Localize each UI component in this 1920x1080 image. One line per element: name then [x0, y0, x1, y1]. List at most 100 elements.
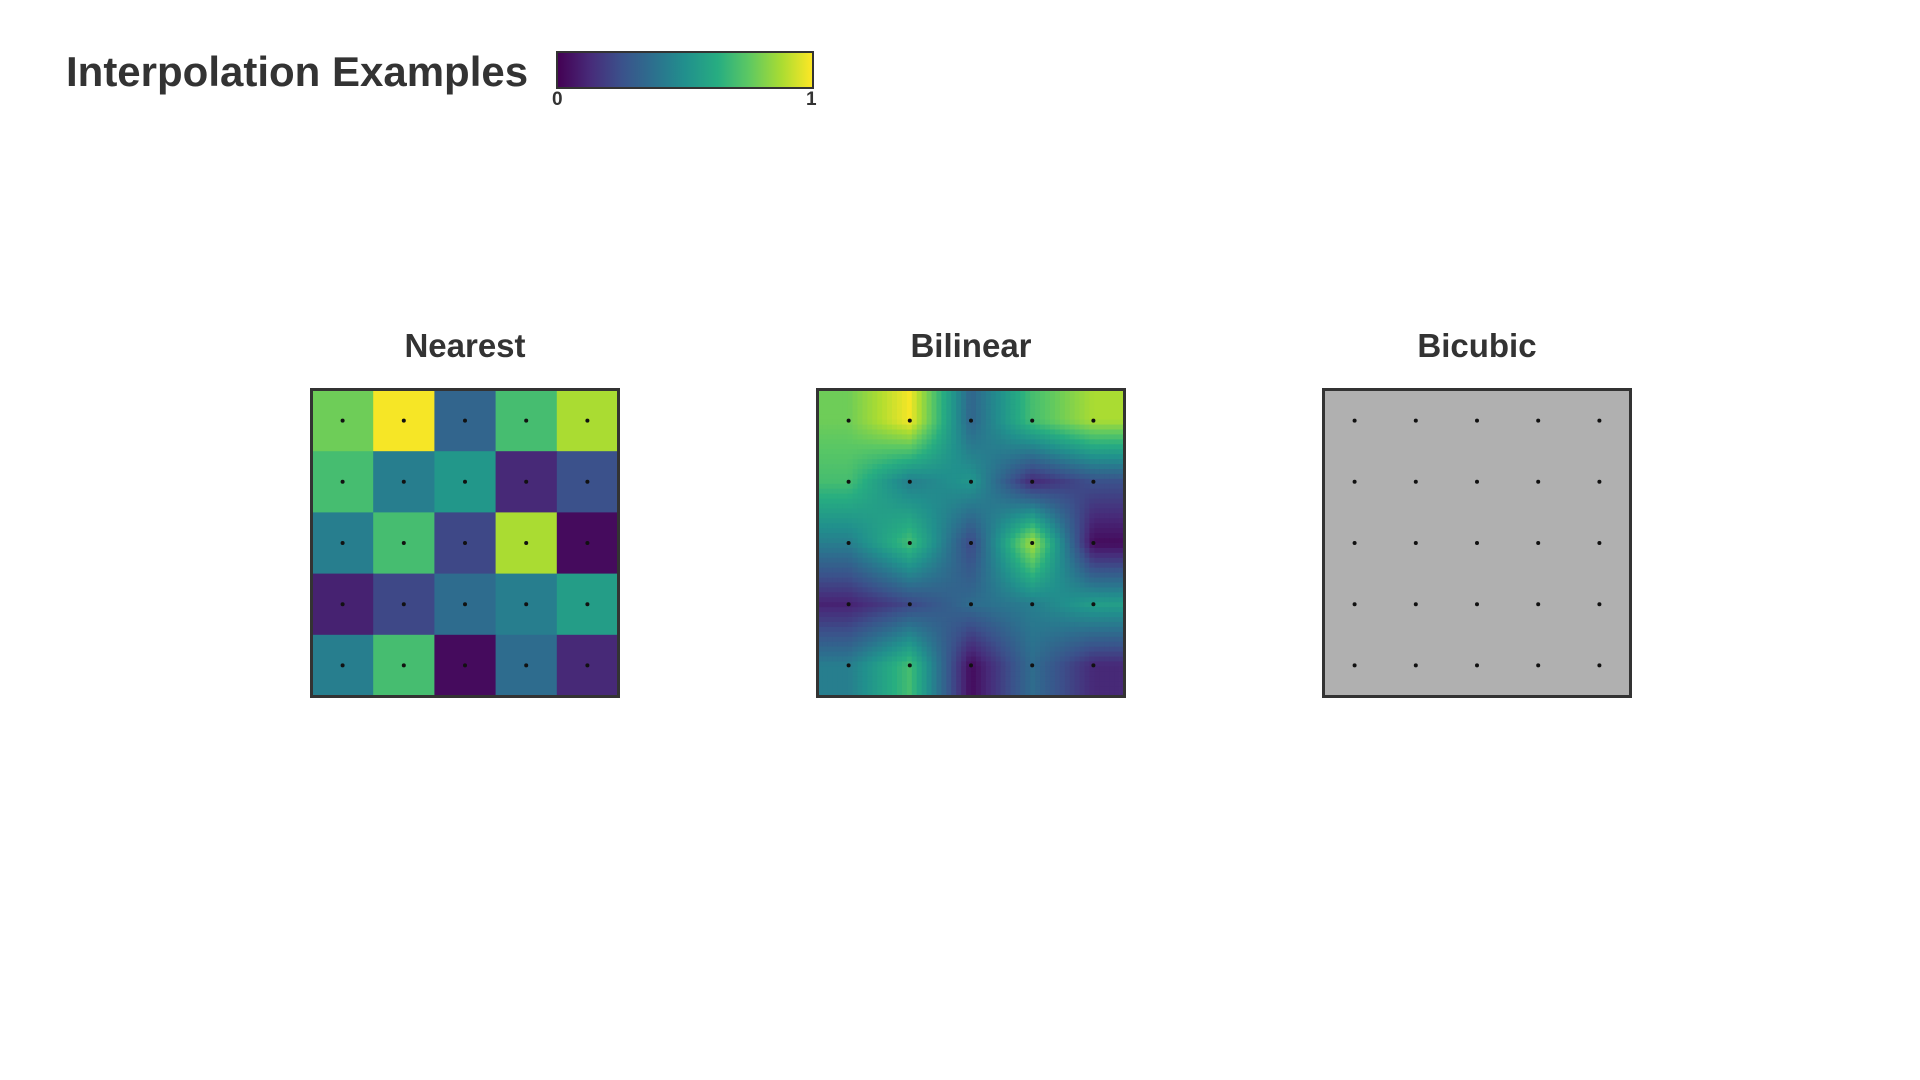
heatmap-pixel	[921, 493, 927, 499]
heatmap-pixel	[896, 478, 903, 485]
heatmap-pixel	[1074, 602, 1080, 608]
heatmap-pixel	[906, 459, 913, 465]
heatmap-pixel	[1069, 429, 1076, 435]
heatmap-pixel	[951, 449, 957, 455]
heatmap-pixel	[941, 543, 947, 549]
heatmap-pixel	[832, 414, 839, 421]
heatmap-pixel	[862, 543, 868, 549]
heatmap-pixel	[1089, 641, 1095, 648]
heatmap-pixel	[956, 646, 962, 652]
heatmap-pixel	[1054, 691, 1061, 697]
heatmap-pixel	[892, 661, 898, 667]
heatmap-pixel	[975, 691, 982, 697]
heatmap-pixel	[941, 508, 947, 514]
heatmap-pixel	[877, 434, 883, 440]
heatmap-pixel	[901, 528, 908, 534]
heatmap-pixel	[1089, 538, 1095, 544]
heatmap-pixel	[1005, 656, 1011, 662]
heatmap-pixel	[906, 577, 913, 583]
heatmap-pixel	[827, 681, 834, 687]
heatmap-pixel	[975, 582, 982, 588]
heatmap-pixel	[1089, 651, 1095, 657]
heatmap-pixel	[837, 592, 844, 598]
heatmap-pixel	[941, 631, 947, 638]
heatmap-pixel	[995, 607, 1002, 613]
heatmap-pixel	[827, 686, 834, 692]
heatmap-pixel	[1030, 681, 1036, 687]
heatmap-pixel	[975, 547, 982, 554]
heatmap-pixel	[936, 498, 942, 504]
heatmap-pixel	[837, 518, 844, 524]
heatmap-pixel	[990, 523, 997, 529]
heatmap-pixel	[1000, 394, 1006, 401]
heatmap-pixel	[1045, 646, 1051, 652]
heatmap-pixel	[1045, 602, 1051, 608]
panel-frame	[1322, 388, 1632, 698]
heatmap-pixel	[892, 508, 898, 514]
heatmap-pixel	[892, 582, 898, 588]
heatmap-pixel	[1020, 429, 1026, 435]
heatmap-pixel	[1064, 523, 1071, 529]
heatmap-pixel	[906, 572, 913, 578]
heatmap-pixel	[1035, 666, 1041, 672]
heatmap-pixel	[1015, 592, 1021, 598]
heatmap-pixel	[941, 636, 947, 643]
heatmap-pixel	[1099, 547, 1105, 554]
heatmap-pixel	[1030, 394, 1036, 401]
heatmap-pixel	[1010, 454, 1016, 460]
heatmap-pixel	[1059, 577, 1066, 583]
heatmap-pixel	[847, 404, 853, 411]
heatmap-pixel	[896, 483, 903, 490]
heatmap-pixel	[936, 414, 942, 421]
heatmap-pixel	[847, 503, 853, 509]
heatmap-pixel	[832, 543, 839, 549]
heatmap-pixel	[985, 508, 992, 514]
heatmap-pixel	[916, 651, 923, 657]
heatmap-pixel	[837, 656, 844, 662]
heatmap-pixel	[946, 592, 952, 598]
heatmap-pixel	[847, 459, 853, 465]
heatmap-pixel	[872, 686, 878, 692]
heatmap-pixel	[901, 686, 908, 692]
heatmap-pixel	[946, 602, 952, 608]
heatmap-pixel	[857, 498, 863, 504]
heatmap-pixel	[1010, 488, 1016, 495]
heatmap-pixel	[822, 681, 829, 687]
heatmap-pixel	[1089, 459, 1095, 465]
heatmap-pixel	[1010, 552, 1016, 559]
heatmap-pixel	[1084, 523, 1090, 529]
heatmap-pixel	[995, 567, 1002, 574]
heatmap-pixel	[951, 666, 957, 672]
heatmap-pixel	[847, 414, 853, 421]
heatmap-pixel	[911, 621, 918, 628]
heatmap-pixel	[818, 528, 824, 534]
heatmap-pixel	[852, 390, 858, 396]
heatmap-pixel	[1079, 617, 1085, 623]
heatmap-pixel	[842, 409, 849, 416]
heatmap-pixel	[1005, 439, 1011, 445]
sample-point	[1091, 602, 1096, 607]
heatmap-pixel	[887, 468, 893, 475]
heatmap-pixel	[1084, 404, 1090, 411]
heatmap-pixel	[1074, 666, 1080, 672]
sample-point	[1091, 418, 1096, 423]
heatmap-pixel	[1005, 419, 1011, 425]
heatmap-pixel	[818, 547, 824, 554]
heatmap-pixel	[837, 528, 844, 534]
heatmap-pixel	[941, 641, 947, 648]
heatmap-pixel	[951, 429, 957, 435]
heatmap-pixel	[1114, 547, 1120, 554]
heatmap-pixel	[1104, 587, 1110, 593]
heatmap-pixel	[1109, 394, 1115, 401]
heatmap-pixel	[896, 666, 903, 672]
heatmap-pixel	[926, 602, 932, 608]
heatmap-pixel	[882, 444, 888, 450]
heatmap-pixel	[857, 612, 863, 618]
heatmap-pixel	[1094, 498, 1100, 504]
heatmap-pixel	[901, 552, 908, 559]
heatmap-pixel	[980, 513, 987, 519]
heatmap-pixel	[1064, 557, 1071, 564]
heatmap-pixel	[882, 681, 888, 687]
heatmap-pixel	[1089, 523, 1095, 529]
heatmap-pixel	[896, 434, 903, 440]
